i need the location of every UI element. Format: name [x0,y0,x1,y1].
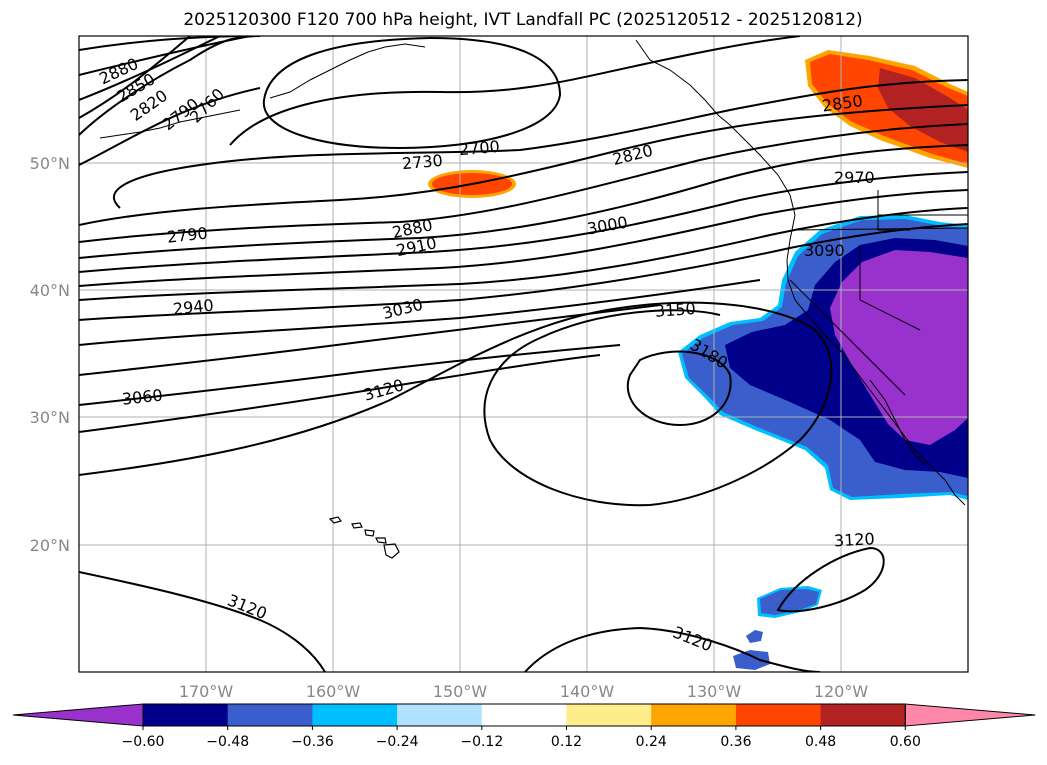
colorbar-tick-label: −0.36 [291,734,334,750]
colorbar-tick-label: 0.12 [551,734,582,750]
colorbar-segment [227,704,313,726]
colorbar-segment [397,704,483,726]
colorbar-tick-label: 0.60 [890,734,921,750]
colorbar-tick-label: −0.60 [122,734,165,750]
contour-label: 2730 [401,151,443,173]
lat-label: 50°N [30,154,70,173]
colorbar-tick-label: −0.24 [376,734,419,750]
lon-label: 120°W [814,682,869,701]
figure-title: 2025120300 F120 700 hPa height, IVT Land… [183,10,862,30]
contour-label: 3120 [834,529,876,550]
contour-label: 2940 [172,296,214,319]
colorbar-segment [481,704,567,726]
contour-label: 2700 [458,137,500,159]
height-contours [79,36,968,672]
colorbar-segment [820,704,906,726]
gridlines [79,36,968,672]
colorbar-tick-label: 0.48 [805,734,836,750]
lon-label: 160°W [306,682,361,701]
colorbar-tick-label: 0.24 [636,734,667,750]
colorbar-segment [651,704,737,726]
contour-label: 3060 [121,386,163,409]
hawaii-islands [328,516,400,559]
colorbar-extension-left [12,703,144,727]
lat-label: 20°N [30,536,70,555]
colorbar-extension-right [904,703,1036,727]
map-frame [78,35,969,673]
shading-subtropical-negative [733,586,822,670]
colorbar-ticks: −0.60 −0.48 −0.36 −0.24 −0.12 0.12 0.24 0.36 0.4… [122,726,921,750]
colorbar-tick-label: −0.12 [460,734,503,750]
colorbar-tick-label: −0.48 [206,734,249,750]
contour-label: 3090 [804,241,845,260]
colorbar-tick-label: 0.36 [720,734,751,750]
lon-label: 170°W [179,682,234,701]
lat-label: 30°N [30,408,70,427]
contour-label: 3150 [654,299,696,321]
coastline [99,39,968,506]
lat-label: 40°N [30,281,70,300]
shading-california-negative [678,215,968,500]
longitude-labels: 170°W 160°W 150°W 140°W 130°W 120°W [179,682,869,701]
lon-label: 150°W [433,682,488,701]
colorbar-segment [566,704,652,726]
colorbar-segment [143,704,229,726]
lon-label: 130°W [687,682,742,701]
map-panel: 2880 2850 2820 2790 2760 2700 2730 2820 … [79,36,968,672]
contour-label: 2970 [834,168,875,187]
colorbar-frame [142,703,906,727]
colorbar [12,703,1036,727]
latitude-labels: 50°N 40°N 30°N 20°N [30,154,70,555]
colorbar-segment [312,704,398,726]
lon-label: 140°W [560,682,615,701]
colorbar-segment [735,704,822,726]
contour-label: 2790 [166,224,208,247]
